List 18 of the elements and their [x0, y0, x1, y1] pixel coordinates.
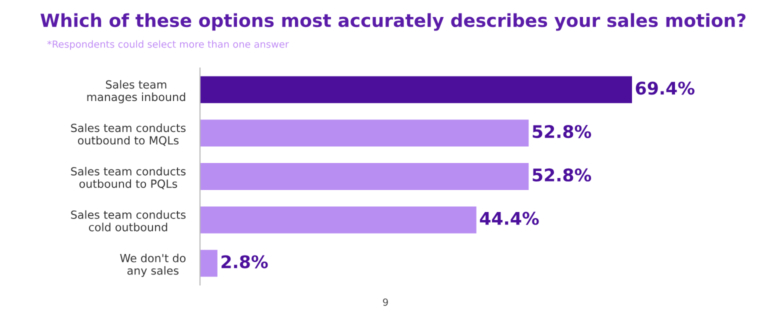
y-tick-label: We don't do any sales	[120, 254, 186, 277]
data-label: 2.8%	[222, 255, 268, 268]
y-tick-label: Sales team conducts outbound to PQLs	[71, 166, 186, 190]
y-tick-label: Sales team manages inbound	[87, 80, 186, 104]
bar	[200, 76, 632, 104]
data-label: 52.8%	[532, 125, 592, 138]
y-tick-label: Sales team conducts cold outbound	[71, 210, 186, 232]
bar	[200, 250, 218, 277]
y-tick-label: Sales team conducts outbound to MQLs	[71, 124, 186, 146]
bar	[200, 163, 529, 190]
bar	[200, 206, 476, 234]
text: 9	[383, 298, 388, 306]
data-label: 69.4%	[636, 82, 694, 95]
data-label: 52.8%	[532, 168, 592, 182]
chart-subtitle: *Respondents could select more than one answer	[47, 40, 289, 50]
chart-title: Which of these options most accurately describes your sales motion?	[40, 13, 746, 31]
bar	[200, 120, 529, 147]
data-label: 44.4%	[480, 212, 539, 225]
